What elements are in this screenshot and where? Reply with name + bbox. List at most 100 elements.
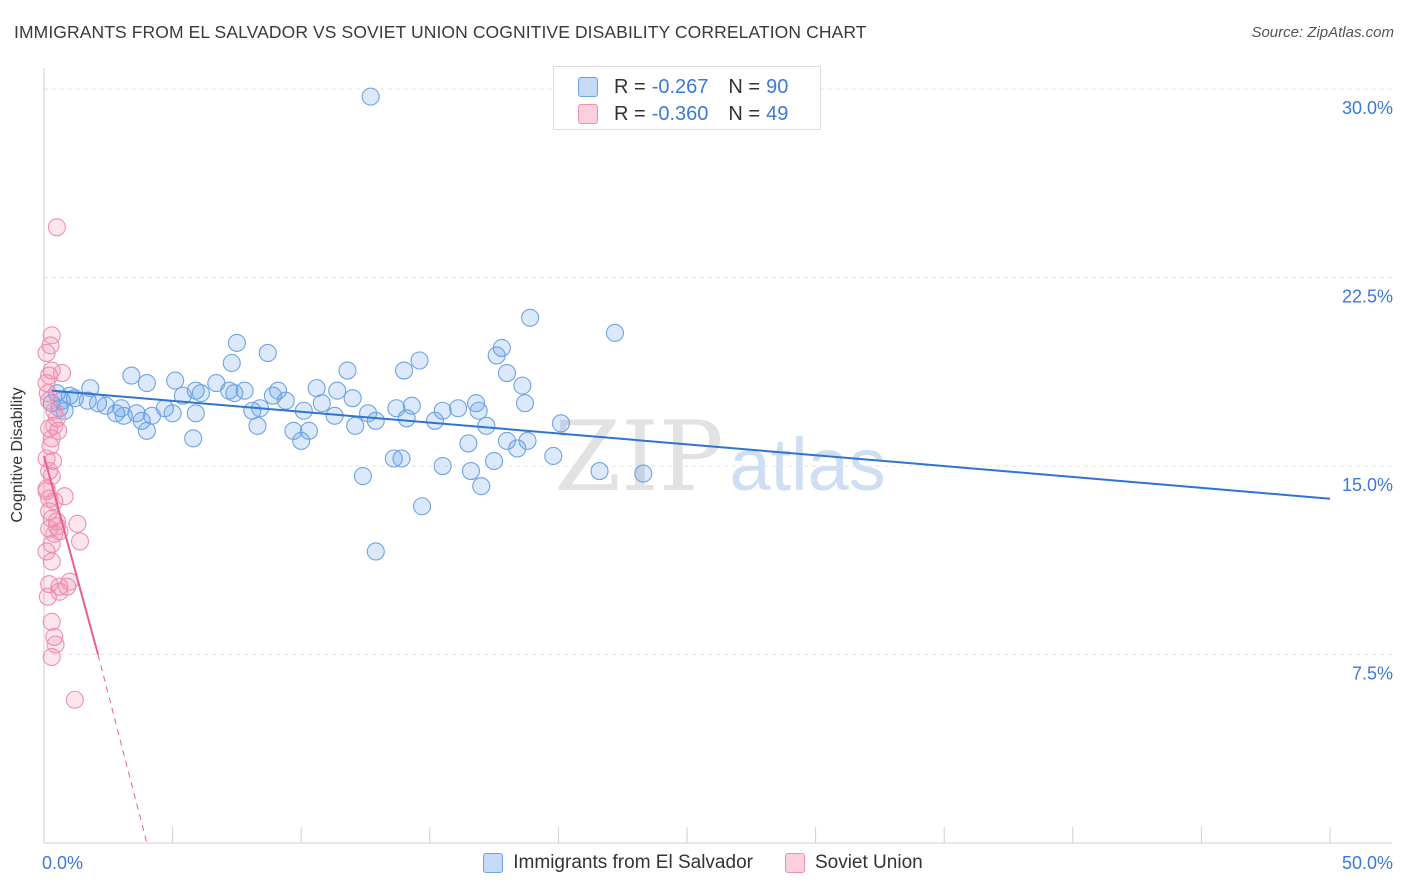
- point-el-salvador: [515, 394, 535, 413]
- point-el-salvador: [387, 399, 406, 418]
- y-tick-label: 22.5%: [1342, 287, 1393, 307]
- point-soviet-union: [38, 587, 57, 606]
- point-el-salvador: [269, 381, 288, 400]
- trendline-soviet-union: [43, 455, 99, 655]
- point-el-salvador: [449, 399, 468, 418]
- point-el-salvador: [338, 361, 357, 380]
- point-el-salvador: [328, 381, 347, 400]
- point-el-salvador: [166, 371, 185, 390]
- tick-label-layer: 7.5% 15.0% 22.5% 30.0% 0.0% 50.0%: [42, 98, 1393, 873]
- point-el-salvador: [173, 386, 192, 405]
- point-el-salvador: [137, 374, 156, 393]
- point-el-salvador: [605, 323, 625, 342]
- legend-item-soviet-union[interactable]: Soviet Union: [784, 852, 923, 874]
- point-el-salvador: [235, 381, 254, 400]
- point-soviet-union: [40, 502, 59, 521]
- point-el-salvador: [258, 343, 277, 363]
- point-el-salvador: [132, 411, 151, 430]
- point-soviet-union: [50, 577, 69, 596]
- watermark-atlas: atlas: [729, 423, 885, 506]
- point-el-salvador: [508, 439, 527, 458]
- point-el-salvador: [433, 401, 452, 420]
- legend-label: Soviet Union: [814, 852, 923, 873]
- point-el-salvador: [186, 404, 205, 423]
- legend-swatch-blue: [483, 853, 504, 873]
- point-el-salvador: [402, 396, 421, 415]
- x-tick-label: 50.0%: [1342, 853, 1393, 873]
- point-soviet-union: [47, 218, 66, 237]
- point-el-salvador: [207, 374, 226, 393]
- point-el-salvador: [590, 462, 609, 481]
- trendline-soviet-union-extension: [97, 654, 148, 844]
- point-soviet-union: [50, 582, 69, 601]
- point-soviet-union: [40, 391, 59, 410]
- point-el-salvador: [361, 87, 380, 106]
- point-el-salvador: [142, 406, 162, 425]
- point-soviet-union: [40, 462, 59, 481]
- point-el-salvador: [634, 464, 653, 483]
- point-el-salvador: [410, 351, 429, 370]
- point-el-salvador: [392, 449, 411, 468]
- point-el-salvador: [544, 446, 563, 466]
- point-el-salvador: [122, 366, 141, 385]
- point-el-salvador: [467, 394, 486, 413]
- point-el-salvador: [459, 434, 478, 453]
- stats-n-label: N =: [728, 75, 761, 98]
- point-el-salvador: [227, 333, 246, 352]
- point-el-salvador: [284, 421, 303, 440]
- y-axis-label: Cognitive Disability: [9, 387, 26, 523]
- legend-item-el-salvador[interactable]: Immigrants from El Salvador: [483, 852, 753, 874]
- stats-n-value: 90: [766, 75, 789, 98]
- point-el-salvador: [312, 394, 331, 413]
- point-el-salvador: [359, 404, 378, 423]
- point-el-salvador: [343, 389, 362, 408]
- point-el-salvador: [96, 396, 115, 415]
- point-soviet-union: [42, 552, 61, 571]
- point-el-salvador: [461, 462, 481, 481]
- stats-legend-row-pink: R = -0.360 N = 49: [578, 101, 788, 127]
- watermark: ZIPatlas: [554, 401, 886, 513]
- point-el-salvador: [346, 416, 365, 435]
- point-el-salvador: [299, 421, 318, 440]
- stats-r-label: R =: [614, 102, 646, 125]
- point-el-salvador: [521, 308, 540, 327]
- stats-legend-row-blue: R = -0.267 N = 90: [578, 74, 788, 100]
- point-el-salvador: [513, 376, 532, 395]
- point-soviet-union: [52, 364, 72, 383]
- point-el-salvador: [225, 384, 244, 403]
- point-soviet-union: [65, 690, 84, 709]
- point-el-salvador: [184, 429, 203, 448]
- legend-swatch-pink: [784, 853, 805, 873]
- chart-title: IMMIGRANTS FROM EL SALVADOR VS SOVIET UN…: [14, 22, 867, 42]
- point-soviet-union: [37, 343, 56, 363]
- point-soviet-union: [45, 401, 64, 420]
- point-el-salvador: [395, 361, 414, 380]
- point-el-salvador: [497, 364, 517, 383]
- point-el-salvador: [477, 416, 496, 435]
- y-tick-label: 15.0%: [1342, 475, 1393, 495]
- point-el-salvador: [353, 467, 372, 486]
- point-soviet-union: [45, 627, 64, 646]
- stats-swatch-blue: [578, 77, 598, 97]
- point-soviet-union: [37, 542, 56, 561]
- point-soviet-union: [68, 514, 87, 533]
- point-el-salvador: [366, 411, 385, 430]
- axis-layer: [43, 68, 1392, 844]
- grid-layer: [44, 88, 1392, 656]
- point-el-salvador: [384, 449, 403, 468]
- stats-r-value: -0.267: [651, 75, 709, 98]
- stats-n-value: 49: [766, 102, 789, 125]
- point-el-salvador: [191, 384, 210, 403]
- point-soviet-union: [38, 384, 57, 403]
- source-label: Source: ZipAtlas.com: [1251, 24, 1394, 41]
- stats-swatch-pink: [578, 104, 598, 124]
- x-tick-label: 0.0%: [42, 853, 83, 873]
- stats-r-label: R =: [614, 75, 646, 98]
- point-el-salvador: [518, 431, 537, 450]
- point-el-salvador: [433, 456, 452, 476]
- trend-layer: [43, 389, 1331, 844]
- point-el-salvador: [137, 421, 156, 440]
- point-el-salvador: [81, 379, 100, 398]
- points-layer: [37, 87, 653, 709]
